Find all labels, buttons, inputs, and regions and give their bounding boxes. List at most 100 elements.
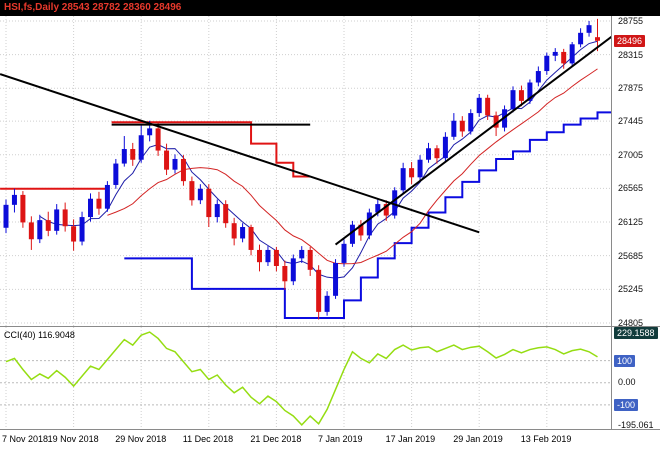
pane-separator[interactable]	[0, 326, 660, 327]
candle	[54, 209, 60, 231]
time-tick-label: 29 Nov 2018	[115, 434, 167, 444]
candle	[578, 32, 584, 45]
cci-line	[5, 331, 598, 426]
current-price-badge: 28496	[614, 34, 646, 47]
candle	[155, 128, 161, 151]
candle	[147, 128, 153, 136]
candle	[485, 97, 491, 116]
candle	[79, 217, 85, 242]
time-tick-label: 7 Nov 2018	[2, 434, 49, 444]
candle	[366, 212, 372, 236]
candle	[240, 227, 246, 239]
cci-max-badge: 229.1588	[614, 327, 658, 339]
main-price-chart[interactable]	[0, 16, 612, 327]
candle	[273, 249, 279, 266]
price-tick-label: 24805	[618, 317, 644, 328]
candle	[172, 158, 178, 170]
candle	[231, 223, 237, 239]
candle	[518, 90, 524, 101]
candle	[375, 204, 381, 213]
candle	[265, 249, 271, 263]
cci-axis[interactable]: 229.1588 100 0.00 -100 -195.061	[612, 327, 660, 430]
cci-level-label: -100	[614, 398, 639, 411]
price-axis[interactable]: 28755 28315 27875 27445 27005 26565 26125 25685…	[612, 15, 660, 328]
candle	[493, 115, 499, 128]
price-tick-label: 25245	[618, 284, 644, 295]
price-tick-label: 28315	[618, 49, 644, 60]
candle	[409, 168, 415, 178]
candle	[96, 198, 102, 209]
price-tick-label: 27445	[618, 116, 644, 127]
candle	[316, 269, 322, 312]
candle	[552, 51, 558, 56]
candle	[468, 113, 474, 132]
time-tick-label: 29 Jan 2019	[453, 434, 503, 444]
candle	[282, 266, 288, 282]
candle	[434, 148, 440, 159]
time-tick-label: 13 Feb 2019	[520, 434, 572, 444]
candle	[20, 194, 26, 223]
candle	[586, 25, 592, 33]
candle	[164, 150, 170, 170]
time-tick-label: 19 Nov 2018	[47, 434, 99, 444]
candle	[28, 222, 34, 240]
candle	[121, 149, 127, 164]
candle	[113, 163, 119, 185]
candle	[290, 258, 296, 282]
cci-min-label: -195.061	[618, 420, 654, 430]
candle	[3, 204, 9, 228]
candle	[214, 204, 220, 218]
candle	[88, 198, 93, 218]
axis-border	[611, 16, 612, 430]
candle	[197, 188, 203, 201]
candle	[349, 224, 355, 244]
candle	[595, 37, 600, 41]
candle	[544, 55, 550, 72]
candle	[442, 136, 448, 159]
cci-indicator-label: CCI(40) 116.9048	[4, 330, 75, 340]
time-axis-separator	[0, 429, 660, 430]
candle	[451, 120, 457, 137]
support-step-line	[124, 111, 612, 319]
candle	[561, 51, 567, 64]
candle	[223, 204, 229, 224]
time-tick-label: 17 Jan 2019	[385, 434, 436, 444]
candle	[189, 181, 195, 201]
price-tick-label: 27005	[618, 149, 644, 160]
ma-slow-line	[107, 68, 598, 265]
trendline[interactable]	[0, 73, 480, 234]
candle	[180, 158, 186, 182]
cci-level-label: 0.00	[618, 376, 636, 387]
candle	[104, 184, 110, 209]
candle	[45, 220, 51, 231]
candle	[383, 204, 389, 216]
candle	[400, 168, 406, 191]
cci-indicator-pane[interactable]	[0, 327, 612, 430]
candle	[358, 224, 364, 236]
symbol-ohlc-title: HSI,fs,Daily 28543 28782 28360 28496	[4, 2, 182, 13]
candle	[307, 249, 313, 270]
candle	[392, 190, 398, 216]
candle	[535, 71, 541, 83]
price-tick-label: 28755	[618, 15, 644, 26]
time-tick-label: 21 Dec 2018	[250, 434, 302, 444]
candle	[138, 135, 144, 160]
chart-title-bar: HSI,fs,Daily 28543 28782 28360 28496	[0, 0, 660, 16]
cci-level-label: 100	[614, 354, 636, 367]
candle	[341, 243, 347, 263]
trendline[interactable]	[334, 28, 612, 246]
candle	[248, 227, 254, 250]
candle	[257, 249, 262, 263]
price-tick-label: 26125	[618, 217, 644, 228]
time-axis[interactable]: 7 Nov 2018 19 Nov 2018 29 Nov 2018 11 Dec 2…	[0, 430, 660, 450]
candle	[476, 97, 482, 114]
candle	[333, 262, 339, 296]
resistance-step-line	[111, 121, 311, 178]
candle	[11, 194, 17, 205]
price-tick-label: 27875	[618, 83, 644, 94]
candle	[527, 82, 533, 101]
candle	[37, 220, 43, 240]
candle	[459, 120, 465, 132]
candle	[324, 295, 330, 312]
candle	[71, 226, 77, 242]
